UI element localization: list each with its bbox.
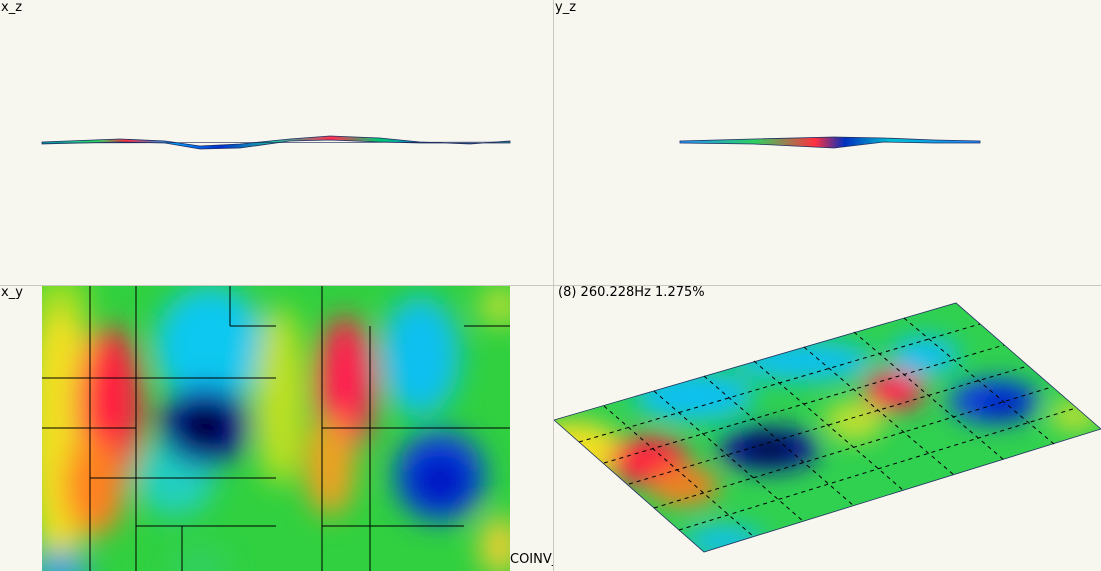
viewport-divider-horizontal xyxy=(0,285,1101,286)
xz-side-profile xyxy=(41,135,511,150)
viewport-isometric-label: (8) 260.228Hz 1.275% xyxy=(558,286,705,300)
viewport-yz-label: y_z xyxy=(555,0,577,15)
isometric-mode-shape xyxy=(554,302,1101,553)
xy-mesh-lines xyxy=(42,286,510,571)
viewport-isometric[interactable]: (8) 260.228Hz 1.275% xyxy=(554,286,1101,571)
viewport-xy[interactable]: x_y xyxy=(0,286,553,571)
isometric-mesh-lines xyxy=(578,317,1077,538)
viewport-xy-label: x_y xyxy=(1,286,23,300)
viewport-yz[interactable]: y_z xyxy=(554,0,1101,285)
yz-profile-shape xyxy=(679,136,981,149)
viewport-xz[interactable]: x_z xyxy=(0,0,553,285)
xy-mode-shape-map xyxy=(42,286,510,571)
yz-side-profile xyxy=(679,136,981,149)
footer-label: COINV_DASP xyxy=(510,552,553,567)
viewport-xz-label: x_z xyxy=(1,0,23,15)
